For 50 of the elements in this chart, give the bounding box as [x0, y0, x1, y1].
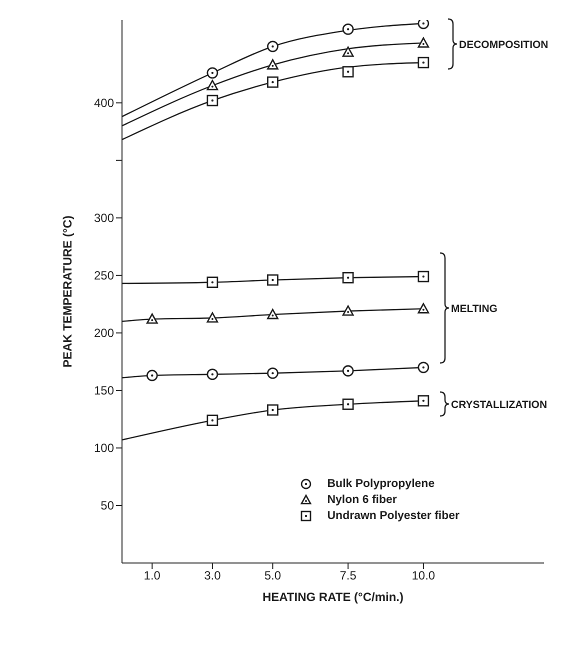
legend-label: Undrawn Polyester fiber: [327, 509, 460, 524]
y-tick-label: 400: [94, 96, 114, 110]
x-tick-label: 5.0: [264, 568, 282, 583]
point: [206, 94, 218, 106]
point: [206, 67, 218, 79]
point: [267, 40, 278, 52]
point: [267, 308, 278, 320]
x-axis-title: HEATING RATE (°C/min.): [262, 590, 404, 604]
point: [342, 272, 354, 284]
point: [342, 66, 354, 78]
point: [342, 46, 354, 57]
point: [418, 362, 430, 374]
point: [146, 370, 158, 382]
point: [418, 395, 430, 406]
legend-label: Bulk Polypropylene: [327, 477, 435, 492]
point: [342, 24, 354, 35]
point: [267, 367, 278, 379]
annotation: DECOMPOSITION: [459, 39, 548, 51]
x-tick-label: 10.0: [412, 568, 436, 583]
point: [206, 312, 218, 323]
y-axis-title: PEAK TEMPERATURE (°C): [60, 216, 74, 368]
annotation: CRYSTALLIZATION: [451, 399, 548, 411]
point: [418, 56, 430, 68]
point: [206, 414, 218, 426]
point: [146, 313, 158, 324]
x-tick-label: 7.5: [340, 568, 357, 583]
legend-label: Nylon 6 fiber: [327, 493, 397, 508]
point: [418, 20, 430, 30]
y-tick-label: 150: [94, 384, 114, 398]
point: [342, 365, 354, 377]
point: [267, 274, 278, 286]
point: [342, 305, 354, 316]
point: [267, 59, 278, 70]
point: [418, 37, 430, 48]
annotation: MELTING: [451, 303, 498, 315]
point: [206, 368, 218, 380]
y-tick-label: 300: [94, 211, 114, 226]
point: [418, 270, 430, 282]
y-tick-label: 100: [94, 441, 114, 456]
point: [206, 276, 218, 288]
point: [206, 80, 218, 90]
y-tick-label: 50: [100, 498, 114, 513]
point: [267, 404, 278, 416]
x-tick-label: 1.0: [144, 568, 161, 583]
point: [267, 76, 278, 88]
y-tick-label: 200: [94, 326, 114, 340]
point: [418, 303, 430, 314]
x-tick-label: 3.0: [204, 568, 222, 583]
point: [342, 398, 354, 410]
y-tick-label: 250: [94, 268, 114, 283]
